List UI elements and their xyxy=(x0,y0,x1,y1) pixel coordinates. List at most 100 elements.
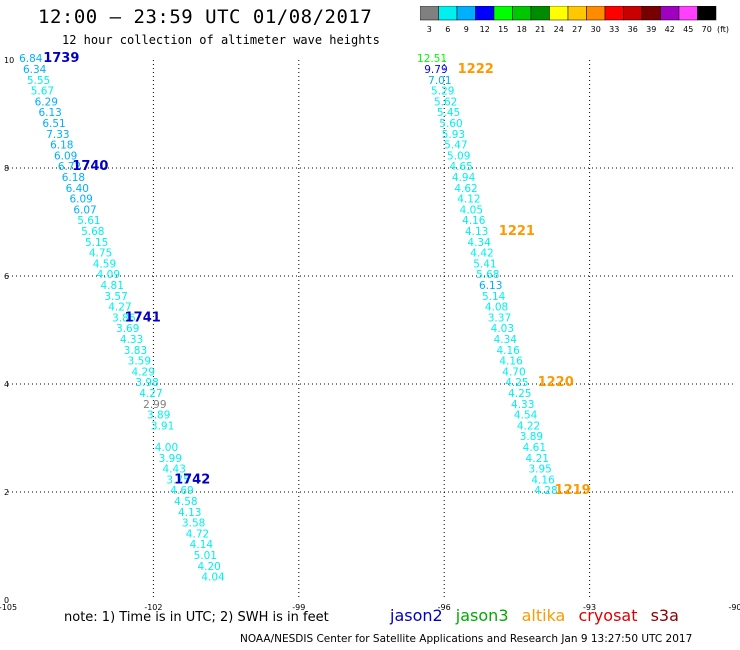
swh-value: 3.86 xyxy=(112,312,136,324)
swh-value: 5.68 xyxy=(476,269,499,281)
legend-cryosat: cryosat xyxy=(578,606,638,625)
y-tick-label: 2 xyxy=(4,488,9,497)
swh-value: 4.25 xyxy=(508,388,531,400)
swh-value: 4.42 xyxy=(470,248,493,260)
swh-value: 5.09 xyxy=(447,150,470,162)
swh-value: 4.04 xyxy=(201,572,225,584)
colorbar-label: 21 xyxy=(535,25,545,34)
swh-value: 3.69 xyxy=(116,323,139,335)
time-label: 1741 xyxy=(125,310,161,325)
swh-value: 4.65 xyxy=(449,161,472,173)
colorbar-label: 70 xyxy=(702,25,712,34)
colorbar-label: 12 xyxy=(480,25,490,34)
x-tick-label: -93 xyxy=(583,603,596,612)
swh-value: 4.72 xyxy=(186,528,209,540)
colorbar-label: 36 xyxy=(628,25,638,34)
colorbar-unit: (ft) xyxy=(717,25,729,34)
swh-value: 3.99 xyxy=(159,453,182,465)
swh-value: 4.03 xyxy=(491,323,514,335)
colorbar-label: 33 xyxy=(609,25,619,34)
swh-value: 6.84 xyxy=(19,53,43,65)
colorbar-label: 27 xyxy=(572,25,582,34)
y-tick-label: 6 xyxy=(4,272,9,281)
track-altika: 12.519.797.015.295.625.455.605.935.475.0… xyxy=(417,53,591,498)
swh-value: 4.14 xyxy=(190,539,214,551)
colorbar-label: 42 xyxy=(665,25,675,34)
legend-jason3: jason3 xyxy=(455,606,509,625)
swh-value: 5.62 xyxy=(434,96,457,108)
swh-value: 3.89 xyxy=(147,410,170,422)
time-label: 1740 xyxy=(72,159,108,174)
swh-value: 4.16 xyxy=(496,345,520,357)
swh-value: 4.75 xyxy=(89,248,112,260)
swh-value: 4.69 xyxy=(170,485,193,497)
swh-value: 3.59 xyxy=(128,356,151,368)
time-label: 1742 xyxy=(174,472,210,487)
y-tick-label: 10 xyxy=(4,56,14,65)
swh-value: 3.89 xyxy=(520,431,543,443)
swh-value: 4.28 xyxy=(534,485,557,497)
swh-value: 5.60 xyxy=(439,118,462,130)
colorbar-label: 18 xyxy=(517,25,527,34)
source-footer: NOAA/NESDIS Center for Satellite Applica… xyxy=(240,633,693,645)
colorbar-label: 39 xyxy=(646,25,656,34)
colorbar-label: 45 xyxy=(683,25,693,34)
swh-value: 4.70 xyxy=(502,366,525,378)
swh-value: 3.98 xyxy=(135,377,158,389)
swh-value: 3.91 xyxy=(151,420,174,432)
x-tick-label: -90 xyxy=(728,603,740,612)
swh-value: 4.94 xyxy=(452,172,476,184)
time-label: 1221 xyxy=(499,224,535,239)
colorbar-swatch xyxy=(697,6,717,21)
swh-value: 5.29 xyxy=(431,86,454,98)
time-label: 1739 xyxy=(43,51,79,66)
x-tick-label: -99 xyxy=(292,603,305,612)
colorbar-label: 6 xyxy=(445,25,450,34)
x-tick-label: -102 xyxy=(144,603,162,612)
swh-value: 4.08 xyxy=(485,302,508,314)
swh-value: 6.09 xyxy=(69,194,92,206)
satellite-legend: jason2 jason3 altika cryosat s3a xyxy=(390,606,687,625)
swh-value: 4.16 xyxy=(531,474,555,486)
swh-value: 6.13 xyxy=(38,107,61,119)
swh-value: 4.81 xyxy=(101,280,124,292)
color-scale-legend: 3 6 9 12 15 18 21 24 27 30 33 36 39 42 45 70 (ft) xyxy=(420,6,729,34)
colorbar-label: 30 xyxy=(591,25,601,34)
swh-value: 3.37 xyxy=(488,312,511,324)
colorbar-label: 24 xyxy=(554,25,564,34)
swh-value: 5.68 xyxy=(81,226,104,238)
swh-value: 4.34 xyxy=(467,237,491,249)
swh-value: 6.34 xyxy=(23,64,47,76)
swh-value: 3.58 xyxy=(182,518,205,530)
swh-value: 4.13 xyxy=(465,226,488,238)
swh-value: 4.12 xyxy=(457,194,480,206)
swh-value: 5.61 xyxy=(77,215,100,227)
swh-value: 5.14 xyxy=(482,291,506,303)
swh-value: 4.54 xyxy=(514,410,538,422)
swh-value: 5.45 xyxy=(437,107,460,119)
time-label: 1219 xyxy=(555,483,591,498)
swh-value: 4.43 xyxy=(163,464,186,476)
swh-value: 6.18 xyxy=(50,140,73,152)
swh-value: 4.00 xyxy=(155,442,178,454)
swh-value: 4.16 xyxy=(499,356,523,368)
y-tick-label: 8 xyxy=(4,164,9,173)
swh-value: 6.07 xyxy=(73,204,96,216)
units-note: note: 1) Time is in UTC; 2) SWH is in fe… xyxy=(64,610,329,625)
swh-value: 5.01 xyxy=(194,550,217,562)
swh-value: 6.51 xyxy=(42,118,65,130)
swh-value: 5.15 xyxy=(85,237,108,249)
swh-value: 4.62 xyxy=(454,183,477,195)
swh-value: 6.18 xyxy=(62,172,85,184)
swh-value: 4.59 xyxy=(93,258,116,270)
swh-value: 4.09 xyxy=(97,269,120,281)
legend-jason2: jason2 xyxy=(390,606,443,625)
legend-altika: altika xyxy=(521,606,566,625)
swh-value: 4.33 xyxy=(120,334,143,346)
swh-value: 5.55 xyxy=(27,75,50,87)
swh-value: 3.75 xyxy=(166,474,189,486)
swh-value: 7.33 xyxy=(46,129,69,141)
swh-value: 4.29 xyxy=(132,366,155,378)
time-label: 1220 xyxy=(538,375,574,390)
